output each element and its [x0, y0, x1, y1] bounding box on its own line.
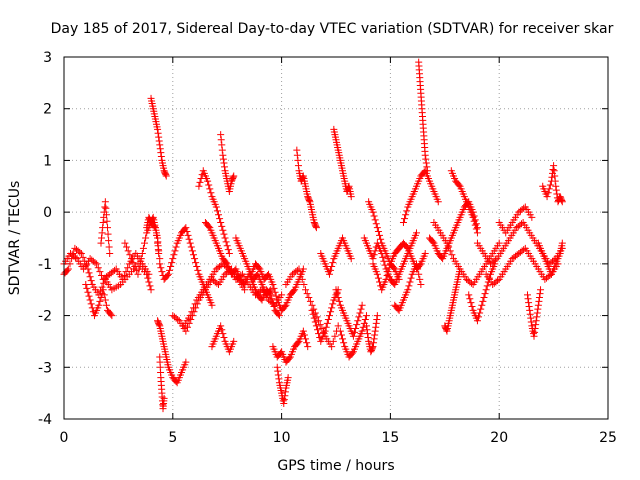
series-arc-aa [336, 312, 370, 361]
plus-markers [539, 162, 566, 206]
plus-markers [534, 239, 566, 278]
series-arc-af [391, 260, 425, 314]
series-arc-r [247, 260, 307, 314]
plus-markers [293, 146, 320, 232]
plus-markers [330, 125, 355, 201]
plus-markers [269, 327, 312, 366]
plus-markers [523, 286, 545, 340]
series-arc-c [82, 281, 116, 320]
plus-markers [247, 260, 307, 314]
series-arc-ai [426, 198, 481, 263]
plus-markers [426, 198, 481, 263]
series-arc-j [156, 224, 216, 309]
x-tick-label: 0 [60, 430, 69, 446]
plus-markers [82, 281, 116, 320]
series-arc-y [330, 125, 355, 201]
y-tick-label: -1 [38, 257, 52, 273]
series-arc-ah [415, 58, 431, 175]
y-tick-label: -3 [38, 360, 52, 376]
plot-frame [63, 56, 609, 420]
x-tick-label: 15 [381, 430, 399, 446]
plus-markers [154, 317, 190, 387]
series-arc-an [473, 218, 566, 268]
series-arc-x [317, 234, 355, 278]
chart-title: Day 185 of 2017, Sidereal Day-to-day VTE… [51, 21, 614, 37]
series-arc-aj [430, 218, 503, 289]
y-tick-label: -2 [38, 309, 52, 325]
y-tick-label: 2 [43, 102, 52, 118]
plus-markers [365, 198, 403, 283]
plus-markers [156, 224, 216, 309]
series-arc-aq [523, 286, 545, 340]
plus-markers [308, 286, 342, 345]
x-tick-label: 20 [490, 430, 508, 446]
y-tick-label: 1 [43, 153, 52, 169]
series-arc-s [269, 327, 312, 366]
plus-markers [332, 286, 366, 340]
series-arc-b [60, 244, 155, 299]
series-arc-w [308, 286, 342, 345]
series-arc-n [201, 218, 283, 320]
series-arc-ak [441, 265, 464, 335]
plus-markers [495, 203, 536, 237]
y-tick-label: 3 [43, 50, 52, 66]
series-arc-v [293, 146, 320, 232]
plus-markers [362, 312, 381, 356]
y-tick-label: 0 [43, 205, 52, 221]
plus-markers [415, 58, 431, 175]
series-arc-g [147, 94, 170, 180]
series-arc-p [217, 131, 238, 195]
x-tick-label: 25 [599, 430, 617, 446]
plus-markers [465, 260, 499, 325]
y-tick-labels: -4 -3 -2 -1 0 1 2 3 [38, 50, 52, 428]
plus-markers [143, 213, 163, 258]
x-tick-label: 5 [168, 430, 177, 446]
series-arc-am [465, 260, 499, 325]
plus-markers [147, 94, 170, 180]
y-axis-label: SDTVAR / TECUs [7, 181, 23, 296]
plus-markers [430, 218, 503, 289]
series-arc-ap [495, 203, 536, 237]
series-arc-f [143, 213, 163, 258]
plus-markers [208, 322, 238, 356]
y-tick-label: -4 [38, 412, 52, 428]
series-arc-al [447, 167, 481, 237]
series-arc-o [208, 322, 238, 356]
grid-lines [64, 57, 608, 419]
x-tick-label: 10 [273, 430, 291, 446]
series-arc-d [97, 198, 114, 258]
data-points [60, 58, 566, 413]
series-arc-z [332, 286, 366, 340]
plus-markers [336, 312, 370, 361]
series-arc-u [282, 265, 342, 351]
plus-markers [441, 265, 464, 335]
plus-markers [97, 198, 114, 258]
plus-markers [156, 353, 168, 413]
x-axis-label: GPS time / hours [277, 458, 394, 474]
plus-markers [273, 363, 292, 407]
series-arc-h [154, 317, 190, 387]
plus-markers [317, 234, 355, 278]
plus-markers [447, 167, 481, 237]
plus-markers [60, 244, 155, 299]
series-arc-ar [539, 162, 566, 206]
plus-markers [201, 218, 283, 320]
plus-markers [391, 260, 425, 314]
x-tick-labels: 0 5 10 15 20 25 [60, 430, 617, 446]
plus-markers [195, 167, 233, 258]
plus-markers [217, 131, 238, 195]
plus-markers [282, 265, 342, 351]
series-arc-ac [362, 312, 381, 356]
plus-markers [473, 218, 566, 268]
series-arc-as [534, 239, 566, 278]
series-arc-ad [365, 198, 403, 283]
series-arc-t [273, 363, 292, 407]
plus-markers [399, 167, 442, 226]
series-arc-i [156, 353, 168, 413]
series-arc-ag [399, 167, 442, 226]
series-arc-m [195, 167, 233, 258]
